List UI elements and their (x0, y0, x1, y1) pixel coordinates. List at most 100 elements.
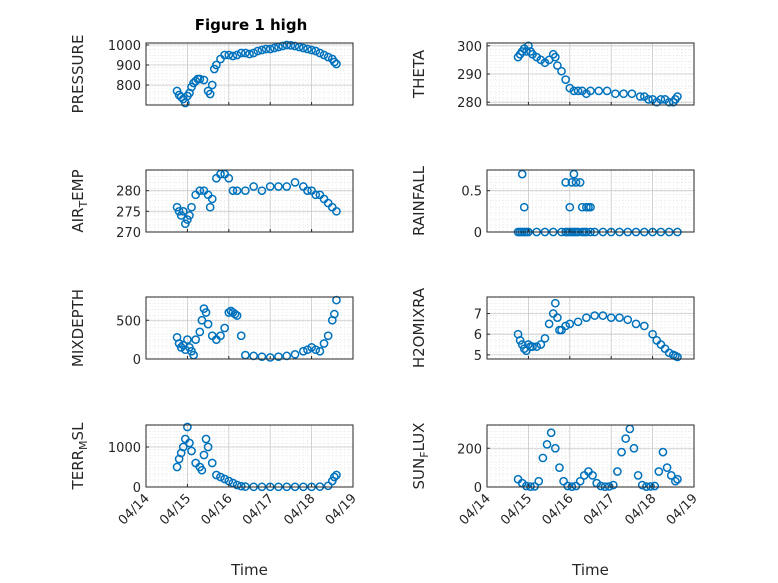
data-point (199, 75, 209, 85)
data-point (582, 313, 591, 323)
y-tick-label: 300 (457, 40, 482, 55)
data-point (307, 45, 316, 55)
data-point (604, 482, 614, 491)
y-tick-label: 900 (116, 59, 141, 74)
data-point (224, 50, 234, 60)
y-axis-label: PRESSURE (69, 35, 87, 114)
data-point (528, 342, 537, 351)
data-point (187, 446, 196, 456)
x-tick-label: 04/16 (199, 491, 236, 528)
data-point (176, 92, 186, 102)
data-point (654, 467, 664, 476)
y-tick-label: 500 (116, 314, 141, 329)
data-point (613, 467, 622, 476)
data-point (561, 75, 571, 84)
data-point (330, 309, 339, 319)
data-point (631, 319, 641, 329)
data-point (220, 50, 230, 60)
data-point (561, 321, 571, 331)
data-point (195, 186, 205, 196)
y-tick-label: 1000 (108, 39, 141, 54)
data-point (619, 89, 628, 99)
axes-box (486, 424, 695, 488)
data-point (303, 44, 312, 54)
data-point (261, 44, 271, 54)
data-point (212, 60, 221, 70)
data-point (286, 41, 296, 50)
y-tick-label: 275 (116, 205, 141, 220)
y-axis-label: RAINFALL (410, 165, 428, 236)
data-point (571, 178, 581, 187)
data-point (538, 453, 548, 463)
data-point (575, 476, 585, 486)
data-point (586, 202, 595, 212)
y-axis-label: SUNFLUX (410, 423, 431, 490)
data-point (635, 92, 645, 101)
data-point (606, 313, 616, 323)
data-point (236, 481, 246, 491)
x-tick-label: 04/19 (664, 491, 701, 528)
data-point (594, 86, 604, 96)
data-point (183, 335, 192, 344)
x-tick-label: 04/19 (323, 491, 360, 528)
y-tick-label: 200 (457, 442, 482, 457)
data-point (178, 442, 188, 452)
x-tick-label: 04/14 (457, 491, 494, 528)
data-point (561, 178, 571, 187)
data-point (228, 186, 238, 196)
data-point (195, 74, 205, 84)
y-axis-label: THETA (410, 49, 428, 99)
axes-box (486, 296, 695, 360)
chart-panel-5: 0 500 MIXDEPTH (69, 289, 354, 368)
data-point (185, 438, 194, 448)
data-point (290, 41, 300, 51)
data-point (646, 482, 655, 491)
data-point (524, 41, 533, 51)
x-tick-label: 04/18 (622, 491, 659, 528)
data-point (588, 471, 597, 480)
data-point (224, 173, 234, 183)
chart-panel-3: 270 275 280 AIRTEMP (69, 169, 354, 241)
data-point (230, 309, 240, 319)
y-tick-label: 280 (457, 96, 482, 111)
x-tick-label: 04/15 (498, 491, 535, 528)
data-point (540, 333, 550, 343)
data-point (265, 182, 275, 191)
chart-panel-7: 0 1000 04/14 04/15 04/16 04/17 04/18 04/19 Time T… (69, 422, 360, 579)
data-point (330, 472, 339, 482)
data-point (274, 352, 283, 362)
chart-panel-4: 0 0.5 RAINFALL (410, 165, 695, 241)
data-point (197, 465, 207, 475)
y-tick-label: 0 (474, 226, 482, 241)
data-point (662, 463, 672, 472)
data-point (596, 481, 606, 491)
data-point (172, 462, 182, 472)
data-point (315, 48, 325, 58)
data-point (311, 190, 321, 200)
data-point (673, 92, 682, 101)
data-point (644, 95, 653, 104)
data-point (253, 46, 263, 56)
data-point (332, 59, 341, 69)
data-point (666, 471, 676, 480)
data-point (565, 319, 575, 329)
data-point (278, 41, 287, 51)
data-point (207, 458, 217, 468)
data-point (650, 481, 660, 491)
data-point (658, 447, 668, 457)
data-point (546, 428, 556, 438)
data-point (232, 480, 242, 490)
data-point (257, 186, 267, 196)
y-axis-label: TERRMSL (69, 422, 90, 491)
data-point (573, 86, 583, 96)
data-point (257, 352, 267, 362)
data-point (544, 319, 554, 329)
data-point (241, 186, 250, 196)
y-tick-label: 0 (133, 481, 141, 496)
axes-box (486, 169, 695, 233)
data-point (195, 327, 205, 337)
data-point (534, 476, 544, 486)
data-point (216, 331, 225, 341)
data-point (303, 186, 312, 196)
data-point (550, 52, 560, 62)
